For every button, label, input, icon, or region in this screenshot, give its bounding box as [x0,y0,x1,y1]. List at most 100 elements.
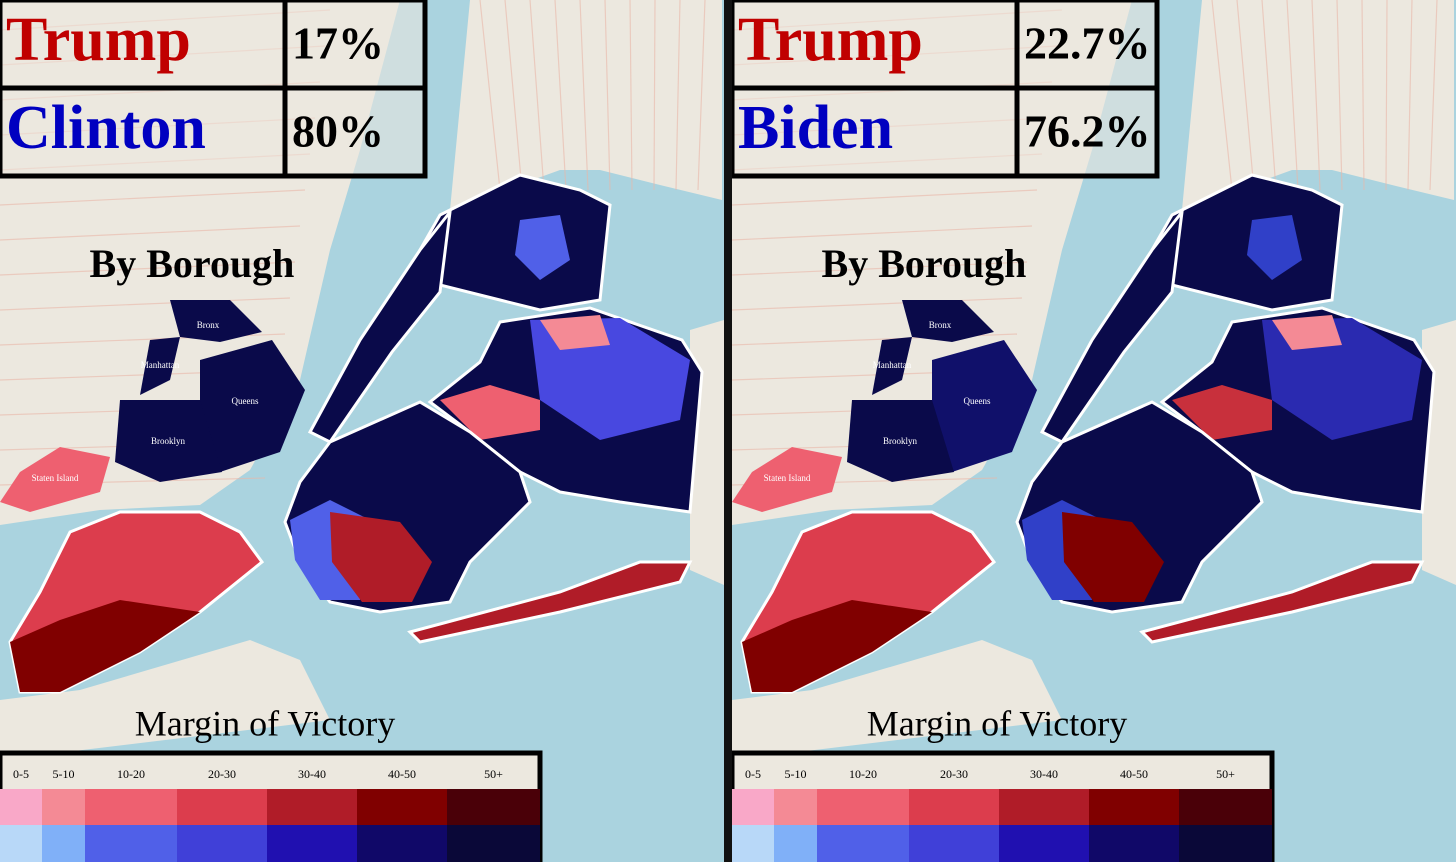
legend-swatch-red [909,789,999,825]
legend-swatch-red [357,789,447,825]
legend-bin: 50+ [484,767,503,781]
legend-swatch-red [447,789,540,825]
borough-label: Staten Island [764,473,811,483]
rockaway [1139,560,1425,644]
road [0,189,306,206]
legend-swatch-red [0,789,42,825]
inset-brooklyn [847,400,954,482]
legend-swatch-blue [817,825,909,862]
candidate-name: Biden [738,94,893,162]
vote-share: 76.2% [1024,106,1151,157]
legend-swatch-red [85,789,177,825]
road [732,189,1038,206]
queens-pink [1272,315,1342,350]
candidate-name: Trump [738,6,923,74]
road [529,0,545,191]
legend-bin: 50+ [1216,767,1235,781]
staten-island-south [10,600,200,692]
legend-bin: 0-5 [745,767,761,781]
borough-label: Manhattan [141,360,180,370]
legend-swatch-red [999,789,1089,825]
inset-manhattan [872,337,912,395]
road [604,0,611,191]
inset-staten-island [0,447,110,512]
divider [724,0,732,862]
legend-swatch-red [732,789,774,825]
inset-manhattan [140,337,180,395]
share-cell [1014,85,1160,179]
land-south-jersey [0,640,330,760]
borough-label: Staten Island [32,473,79,483]
name-cell [0,85,288,179]
borough-label: Bronx [929,320,952,330]
borough-label: Brooklyn [151,436,186,446]
legend-swatch-red [42,789,85,825]
legend-swatch-red [1179,789,1272,825]
queens-red [440,385,540,440]
road [1336,0,1343,191]
road [675,0,681,191]
inset-bronx [170,300,262,342]
legend-swatch-red [1089,789,1179,825]
legend-swatch-blue [267,825,357,862]
map: Bronx Manhattan Queens Brooklyn Staten Islan… [732,0,1456,862]
legend-title: Margin of Victory [867,703,1127,743]
queens-red [1172,385,1272,440]
inset-staten-island [732,447,842,512]
map-panel: Bronx Manhattan Queens Brooklyn Staten Islan… [732,0,1456,862]
share-cell [282,85,428,179]
map-panel: Bronx Manhattan Queens Brooklyn Staten Islan… [0,0,724,862]
legend-swatch-blue [85,825,177,862]
road [1261,0,1277,191]
legend-swatch-blue [774,825,817,862]
queens-pink [540,315,610,350]
legend-swatch-blue [1179,825,1272,862]
staten-island-south [742,600,932,692]
road [697,0,706,191]
legend-swatch-red [774,789,817,825]
road [1429,0,1438,191]
brooklyn-red [1062,512,1164,602]
inset-queens [932,340,1037,472]
road [1385,0,1388,191]
borough-label: Queens [232,396,259,406]
candidate-name: Trump [6,6,191,74]
legend-swatch-red [267,789,357,825]
road [732,225,1033,241]
road [1311,0,1321,191]
legend-bin: 30-40 [298,767,326,781]
legend-swatch-blue [0,825,42,862]
legend-swatch-blue [732,825,774,862]
legend-bin: 0-5 [13,767,29,781]
road [504,0,523,191]
vote-share: 22.7% [1024,18,1151,69]
inset-bronx [902,300,994,342]
rockaway [407,560,693,644]
road [629,0,633,191]
brooklyn-red [330,512,432,602]
road [653,0,656,191]
legend-swatch-blue [42,825,85,862]
map: Bronx Manhattan Queens Brooklyn Staten Islan… [0,0,724,862]
road [1286,0,1299,191]
legend-swatch-blue [1089,825,1179,862]
road [479,0,501,191]
legend-swatch-blue [909,825,999,862]
legend-title: Margin of Victory [135,703,395,743]
borough-label: Queens [964,396,991,406]
road [1236,0,1255,191]
legend-bin: 40-50 [388,767,416,781]
road [554,0,567,191]
share-cell [282,0,428,91]
inset-brooklyn [115,400,222,482]
inset-title: By Borough [822,241,1027,286]
manhattan [307,206,453,444]
road [1407,0,1413,191]
name-cell [732,85,1020,179]
legend-swatch-blue [177,825,267,862]
bronx-patch [1247,215,1302,280]
inset-queens [200,340,305,472]
legend-swatch-blue [357,825,447,862]
